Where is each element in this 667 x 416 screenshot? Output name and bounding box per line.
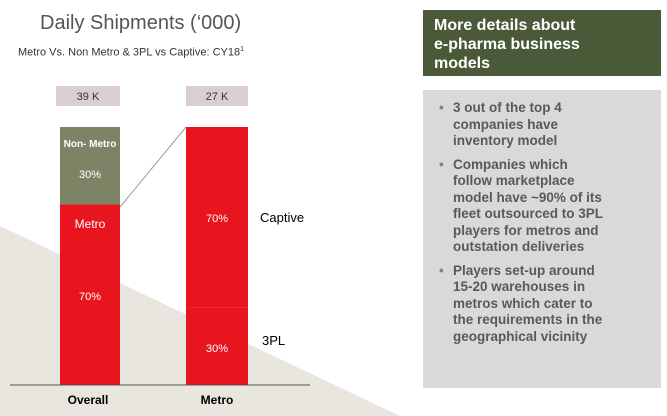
bullet-line: 3 out of the top 4 — [453, 100, 562, 115]
bullet-line: fleet outsourced to 3PL — [453, 206, 604, 221]
bullet-line: Players set-up around — [453, 262, 595, 278]
bullet-line: players for metros and — [453, 222, 599, 238]
total-box-overall — [56, 86, 120, 106]
bullet-line: 15-20 warehouses in — [453, 279, 586, 294]
x-tick-overall: Overall — [68, 393, 109, 407]
bullet-dot-icon: • — [439, 156, 444, 172]
bullet-line: model have ~90% of its — [453, 189, 602, 205]
chart-subtitle: Metro Vs. Non Metro & 3PL vs Captive: CY… — [18, 46, 244, 59]
segment-label-non-metro: Non- Metro — [64, 139, 117, 150]
bullet-line: outstation deliveries — [453, 239, 585, 254]
details-panel-header: More details about e-pharma business mod… — [423, 10, 661, 76]
bullet-line: inventory model — [453, 133, 558, 148]
details-bullet-list: • 3 out of the top 4 companies have inve… — [439, 100, 653, 345]
panel-header-line: More details about — [434, 17, 576, 34]
total-label-metro: 27 K — [206, 91, 229, 103]
stacked-bar-chart: 39 K 27 K Non- Metro 30% Metro 70% 70% 3… — [10, 86, 310, 407]
total-label-overall: 39 K — [77, 91, 100, 103]
bullet-dot-icon: • — [439, 262, 444, 278]
segment-label-metro: Metro — [75, 217, 106, 231]
segment-value-metro: 70% — [79, 291, 101, 303]
bullet-line: geographical vicinity — [453, 328, 588, 344]
bullet-dot-icon: • — [439, 100, 444, 115]
bullet-line: Companies which — [453, 156, 568, 172]
bar-overall-metro — [60, 204, 120, 385]
segment-value-captive: 70% — [206, 213, 228, 225]
panel-header-line: models — [434, 55, 491, 72]
bullet-line: follow marketplace — [453, 173, 575, 188]
label-3pl: 3PL — [262, 333, 285, 348]
label-captive: Captive — [260, 210, 304, 225]
x-tick-metro: Metro — [201, 393, 234, 407]
bullet-line: companies have — [453, 116, 559, 132]
connector-line — [119, 126, 187, 208]
bullet-item: • Companies which follow marketplace mod… — [439, 157, 653, 256]
bullet-item: • 3 out of the top 4 companies have inve… — [439, 100, 653, 150]
segment-value-non-metro: 30% — [79, 169, 101, 181]
footnote-marker: 1 — [240, 46, 245, 53]
details-panel-body: • 3 out of the top 4 companies have inve… — [423, 90, 661, 388]
bar-metro-captive — [186, 127, 248, 308]
total-box-metro — [186, 86, 248, 106]
bullet-line: the requirements in the — [453, 312, 603, 327]
bar-overall-non-metro — [60, 127, 120, 205]
bullet-item: • Players set-up around 15-20 warehouses… — [439, 263, 653, 346]
chart-title: Daily Shipments (‘000) — [40, 12, 242, 34]
bar-metro-3pl — [186, 307, 248, 385]
bullet-line: metros which cater to — [453, 295, 593, 311]
segment-value-3pl: 30% — [206, 343, 228, 355]
chart-subtitle-text: Metro Vs. Non Metro & 3PL vs Captive: CY… — [18, 46, 241, 59]
panel-header-line: e-pharma business — [434, 36, 580, 53]
